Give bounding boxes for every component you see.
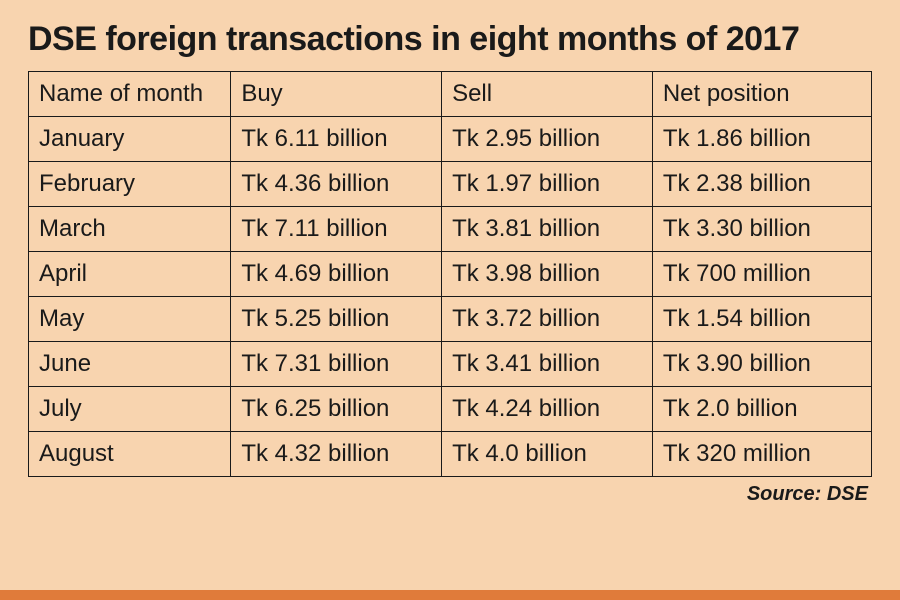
cell-month: August [29, 432, 231, 477]
cell-buy: Tk 6.25 billion [231, 387, 442, 432]
header-sell: Sell [442, 72, 653, 117]
table-row: August Tk 4.32 billion Tk 4.0 billion Tk… [29, 432, 872, 477]
header-month: Name of month [29, 72, 231, 117]
cell-month: July [29, 387, 231, 432]
table-row: February Tk 4.36 billion Tk 1.97 billion… [29, 162, 872, 207]
table-row: May Tk 5.25 billion Tk 3.72 billion Tk 1… [29, 297, 872, 342]
table-row: January Tk 6.11 billion Tk 2.95 billion … [29, 117, 872, 162]
table-row: July Tk 6.25 billion Tk 4.24 billion Tk … [29, 387, 872, 432]
cell-sell: Tk 1.97 billion [442, 162, 653, 207]
cell-net: Tk 3.30 billion [652, 207, 871, 252]
cell-buy: Tk 7.31 billion [231, 342, 442, 387]
table-header-row: Name of month Buy Sell Net position [29, 72, 872, 117]
cell-net: Tk 2.0 billion [652, 387, 871, 432]
table-container: DSE foreign transactions in eight months… [0, 0, 900, 600]
table-row: March Tk 7.11 billion Tk 3.81 billion Tk… [29, 207, 872, 252]
cell-sell: Tk 3.72 billion [442, 297, 653, 342]
cell-net: Tk 700 million [652, 252, 871, 297]
table-row: June Tk 7.31 billion Tk 3.41 billion Tk … [29, 342, 872, 387]
table-title: DSE foreign transactions in eight months… [28, 20, 872, 59]
cell-month: June [29, 342, 231, 387]
cell-month: January [29, 117, 231, 162]
cell-sell: Tk 3.41 billion [442, 342, 653, 387]
cell-sell: Tk 4.24 billion [442, 387, 653, 432]
cell-month: May [29, 297, 231, 342]
cell-sell: Tk 3.81 billion [442, 207, 653, 252]
cell-sell: Tk 2.95 billion [442, 117, 653, 162]
cell-month: April [29, 252, 231, 297]
cell-sell: Tk 3.98 billion [442, 252, 653, 297]
cell-buy: Tk 6.11 billion [231, 117, 442, 162]
table-body: January Tk 6.11 billion Tk 2.95 billion … [29, 117, 872, 477]
cell-sell: Tk 4.0 billion [442, 432, 653, 477]
cell-buy: Tk 4.32 billion [231, 432, 442, 477]
cell-net: Tk 2.38 billion [652, 162, 871, 207]
cell-buy: Tk 5.25 billion [231, 297, 442, 342]
cell-net: Tk 3.90 billion [652, 342, 871, 387]
cell-net: Tk 1.86 billion [652, 117, 871, 162]
cell-buy: Tk 7.11 billion [231, 207, 442, 252]
source-label: Source: DSE [28, 483, 872, 506]
header-buy: Buy [231, 72, 442, 117]
transactions-table: Name of month Buy Sell Net position Janu… [28, 71, 872, 477]
cell-month: March [29, 207, 231, 252]
cell-net: Tk 1.54 billion [652, 297, 871, 342]
cell-net: Tk 320 million [652, 432, 871, 477]
cell-buy: Tk 4.69 billion [231, 252, 442, 297]
cell-month: February [29, 162, 231, 207]
header-net: Net position [652, 72, 871, 117]
table-row: April Tk 4.69 billion Tk 3.98 billion Tk… [29, 252, 872, 297]
bottom-stripe [0, 590, 900, 600]
cell-buy: Tk 4.36 billion [231, 162, 442, 207]
